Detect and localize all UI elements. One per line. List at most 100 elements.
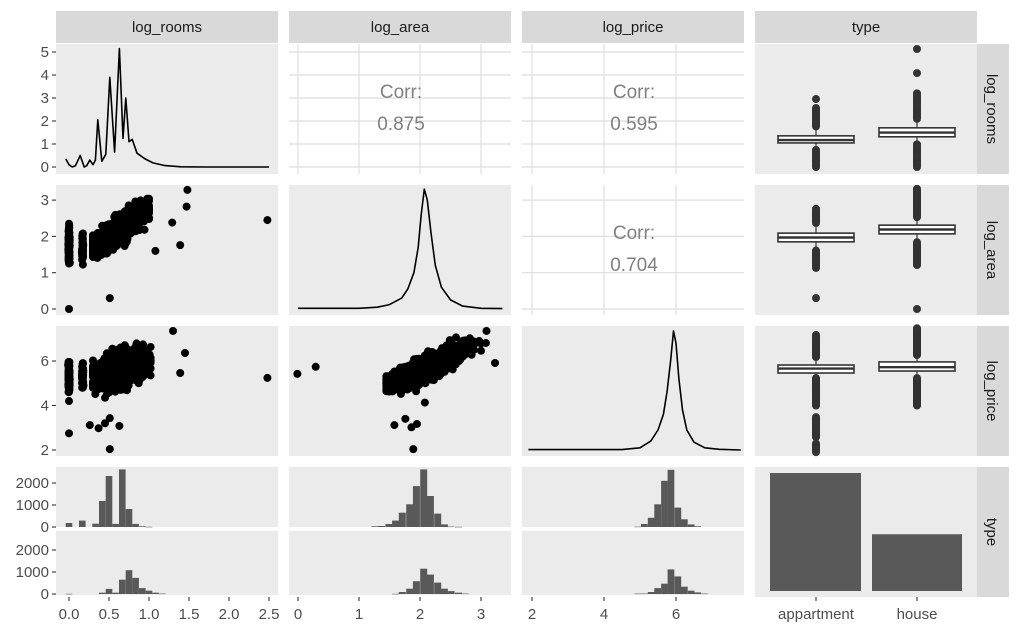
scatter-outlier-point [65, 397, 73, 406]
scatter-outlier-point [182, 202, 191, 211]
scatter-point [78, 250, 87, 259]
corr-value: 0.875 [377, 114, 425, 135]
scatter-point [100, 367, 109, 376]
strip-top-label: log_rooms [132, 19, 202, 36]
scatter-outlier-point [101, 419, 109, 428]
histogram-subpanel-bg [56, 531, 278, 595]
scatter-outlier-point [181, 348, 189, 357]
corr-value: 0.595 [610, 114, 658, 135]
strip-top-log_price [522, 11, 744, 43]
strip-top-log_area [289, 11, 511, 43]
scatter-outlier-point [263, 216, 272, 225]
strip-top-label: log_area [371, 19, 430, 36]
strip-right-log_rooms [977, 44, 1009, 174]
panel-bg [289, 185, 511, 315]
scatter-point [91, 381, 100, 390]
strip-top-label: log_price [603, 19, 664, 36]
scatter-point [93, 374, 102, 383]
scatter-point [126, 216, 135, 225]
scatter-outlier-point [105, 414, 114, 423]
strip-right-label: log_rooms [983, 74, 1000, 144]
scatter-point [114, 372, 123, 381]
density-line-log_price [528, 330, 741, 451]
panel-r0-c2 [522, 44, 744, 174]
density-line-log_area [298, 188, 503, 310]
scatter-point [140, 225, 149, 234]
scatter-point [467, 347, 476, 356]
scatter-point [100, 382, 109, 391]
scatter-point [78, 238, 87, 247]
scatter-point [121, 369, 130, 378]
scatter-point [134, 372, 143, 381]
scatter-point [120, 221, 129, 230]
scatter-outlier-point [115, 421, 124, 430]
scatter-point [145, 196, 153, 205]
scatter-point [136, 214, 145, 223]
scatter-point [89, 240, 97, 249]
scatter-point [135, 349, 144, 358]
scatter-point [120, 242, 129, 250]
scatter-point [65, 368, 74, 377]
strip-top-label: type [852, 19, 880, 36]
corr-label: Corr: [613, 223, 655, 244]
scatter-point [118, 361, 127, 370]
scatter-outlier-point [85, 421, 94, 430]
strip-right-log_area [977, 185, 1009, 315]
scatter-outlier-point [176, 241, 185, 250]
panel-bg [522, 326, 744, 456]
strip-top-type [755, 11, 977, 43]
scatter-point [96, 244, 105, 253]
scatter-point [78, 232, 87, 240]
scatter-point [108, 363, 117, 372]
scatter-point [65, 234, 74, 243]
panel-r0-c1 [289, 44, 511, 174]
scatter-outlier-point [151, 246, 160, 255]
scatter-point [65, 383, 74, 391]
scatter-point [78, 371, 87, 380]
panel-bg [56, 44, 278, 174]
corr-panel-bg [289, 44, 511, 174]
strip-right-label: type [983, 518, 1000, 546]
scatter-point [110, 239, 119, 248]
corr-panel-bg [522, 185, 744, 315]
scatter-point [64, 253, 73, 262]
strip-right-label: log_price [983, 361, 1000, 422]
histogram-subpanel-bg [522, 531, 744, 595]
scatter-point [109, 357, 118, 366]
scatter-outlier-point [168, 218, 177, 227]
scatter-point [136, 196, 145, 205]
corr-panel-bg [522, 44, 744, 174]
scatter-point [119, 382, 128, 391]
strip-top-log_rooms [56, 11, 278, 43]
panel-bg [56, 326, 278, 456]
scatter-outlier-point [105, 294, 114, 303]
strip-right-label: log_area [983, 221, 1000, 280]
scatter-points-log_rooms-vs-log_price [64, 326, 272, 454]
scatter-point [101, 226, 110, 234]
strip-right-type [977, 467, 1009, 597]
scatter-point [123, 345, 132, 354]
scatter-outlier-point [176, 369, 185, 378]
scatter-outlier-point [105, 445, 114, 454]
scatter-point [89, 356, 97, 365]
scatter-point [123, 351, 132, 360]
scatter-point [78, 359, 87, 368]
histogram-subpanel-bg [522, 467, 744, 527]
scatter-outlier-point [169, 326, 177, 335]
density-line-log_rooms [65, 47, 269, 168]
corr-value: 0.704 [610, 255, 658, 276]
panel-r1-c2 [522, 185, 744, 315]
scatter-point [134, 379, 143, 388]
scatter-point [65, 219, 73, 228]
scatter-point [65, 246, 73, 255]
scatter-outlier-point [65, 305, 73, 313]
scatter-point [113, 224, 122, 233]
scatter-point [64, 358, 73, 367]
scatter-point [89, 253, 97, 261]
scatter-outlier-point [263, 373, 272, 382]
panel-bg [755, 185, 977, 315]
scatter-points-log_rooms-vs-log_area [64, 185, 272, 313]
scatter-point [136, 360, 145, 369]
scatter-outlier-point [65, 429, 73, 438]
